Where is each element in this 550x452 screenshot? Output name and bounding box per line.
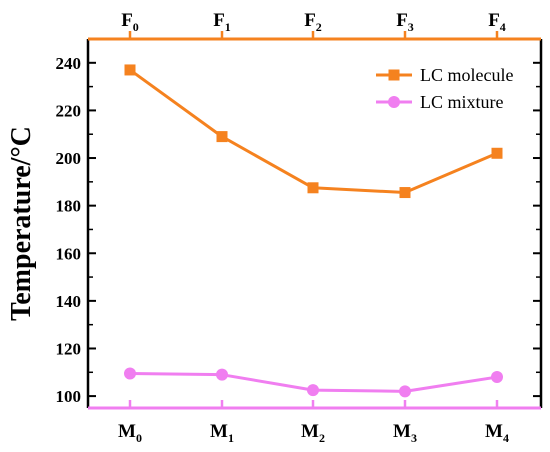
y-tick-label: 160 bbox=[56, 244, 82, 263]
data-point bbox=[307, 182, 319, 194]
series-line bbox=[129, 68, 498, 195]
y-tick-label: 220 bbox=[56, 101, 82, 120]
data-point bbox=[307, 384, 319, 397]
x-tick-label-bottom: M0 bbox=[118, 421, 142, 445]
x-tick-label-top: F1 bbox=[213, 10, 231, 34]
x-tick-label-bottom: M2 bbox=[301, 421, 325, 445]
data-point bbox=[399, 385, 411, 398]
data-point bbox=[124, 367, 136, 380]
legend-marker bbox=[388, 96, 400, 108]
y-tick-label: 120 bbox=[56, 339, 82, 358]
x-tick-label-top: F4 bbox=[488, 10, 506, 34]
data-point bbox=[216, 131, 228, 143]
x-tick-label-bottom: M3 bbox=[393, 421, 417, 445]
y-tick-label: 140 bbox=[56, 292, 82, 311]
x-tick-label-top: F0 bbox=[121, 10, 139, 34]
x-tick-label-bottom: M4 bbox=[485, 421, 509, 445]
y-tick-label: 240 bbox=[56, 54, 82, 73]
x-tick-label-top: F2 bbox=[304, 10, 322, 34]
plot-area: 100 120 140 160 180 200 220 240 Temperature/°C M0… bbox=[6, 10, 543, 445]
x-tick-label-bottom: M1 bbox=[210, 421, 234, 445]
y-tick-label: 200 bbox=[56, 149, 82, 168]
data-point bbox=[491, 147, 503, 159]
legend-label: LC mixture bbox=[420, 92, 504, 112]
x-tick-label-top: F3 bbox=[396, 10, 414, 34]
y-tick-label: 100 bbox=[56, 387, 82, 406]
legend-label: LC molecule bbox=[420, 65, 513, 85]
data-point bbox=[216, 368, 228, 381]
data-point bbox=[399, 187, 411, 199]
y-tick-label: 180 bbox=[56, 197, 82, 216]
legend-marker bbox=[388, 69, 400, 81]
data-point bbox=[491, 371, 503, 384]
y-axis-label: Temperature/°C bbox=[6, 126, 37, 321]
data-point bbox=[124, 64, 136, 76]
